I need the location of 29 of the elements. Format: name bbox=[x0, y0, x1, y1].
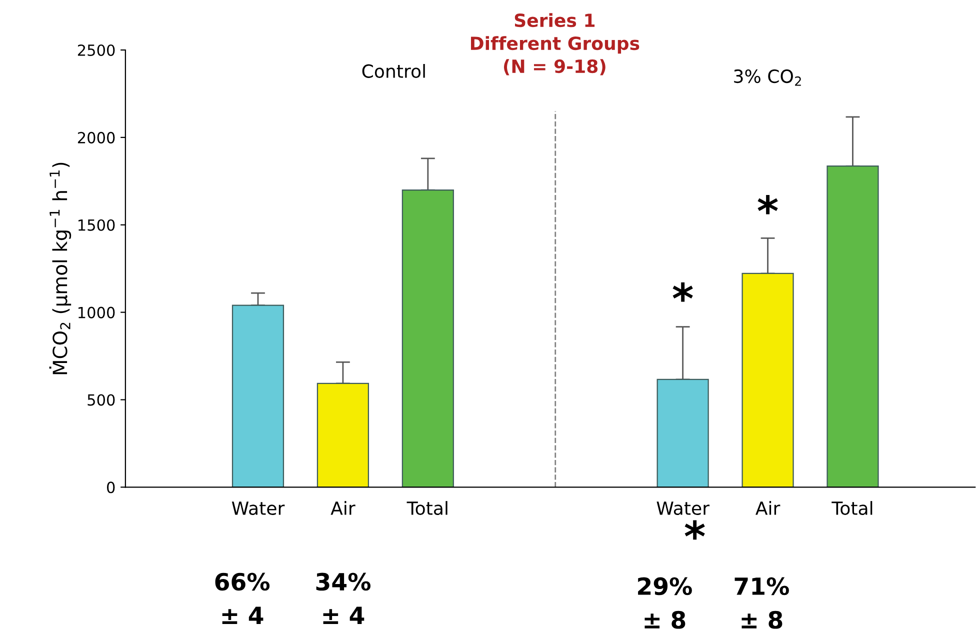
bar bbox=[402, 190, 454, 488]
y-tick-label: 1000 bbox=[78, 306, 115, 318]
annotation: Control bbox=[362, 64, 425, 78]
x-tick-label: Total bbox=[406, 501, 448, 516]
y-tick-label: 2500 bbox=[78, 44, 115, 56]
bar bbox=[656, 378, 709, 488]
x-tick-label: Water bbox=[232, 502, 285, 516]
y-tick-label: 1500 bbox=[78, 219, 115, 231]
bar bbox=[316, 382, 369, 488]
x-tick-label: Air bbox=[756, 501, 780, 515]
bar bbox=[742, 272, 794, 488]
annotation: * bbox=[672, 282, 693, 302]
chart-title: Series 1 Different Groups (N = 9-18) bbox=[470, 13, 640, 76]
text: 66% ± 4 bbox=[215, 572, 270, 624]
text: 71% ± 8 bbox=[734, 577, 789, 629]
x-tick-label: Total bbox=[832, 501, 872, 516]
bar bbox=[232, 304, 284, 488]
bar bbox=[826, 166, 879, 488]
y-tick-label: 0 bbox=[107, 482, 115, 494]
x-tick-label: Water bbox=[656, 502, 710, 516]
y-tick-label: 500 bbox=[88, 394, 115, 406]
x-tick-label: Air bbox=[330, 501, 356, 515]
y-tick-label: 2000 bbox=[78, 132, 115, 144]
text: 29% ± 8 bbox=[638, 577, 692, 629]
text: 34% ± 4 bbox=[316, 572, 371, 624]
annotation: * bbox=[758, 194, 778, 214]
y-axis-title: ṀCO$_{2}$ (µmol kg$^{−1}$ h$^{−1}$) bbox=[49, 162, 72, 374]
annotation: 3% CO$_{2}$ bbox=[734, 69, 801, 86]
text: * bbox=[684, 520, 705, 540]
